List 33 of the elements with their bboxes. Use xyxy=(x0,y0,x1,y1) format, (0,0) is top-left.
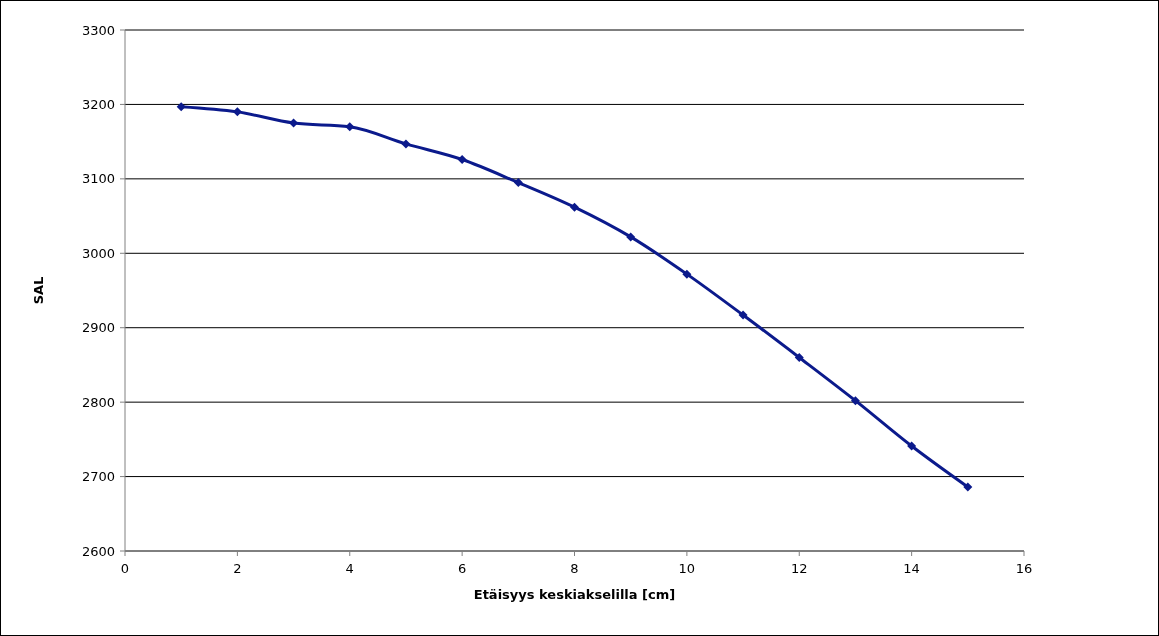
y-tick-label: 2800 xyxy=(81,394,115,410)
x-tick-label: 8 xyxy=(570,561,579,576)
point xyxy=(401,139,411,149)
point xyxy=(176,102,186,112)
point xyxy=(963,482,973,492)
y-tick-label: 3100 xyxy=(81,171,115,187)
y-tick-label: 3300 xyxy=(81,22,115,38)
x-axis-title: Etäisyys keskiakselilla [cm] xyxy=(473,587,676,602)
y-axis-title: SAL xyxy=(31,276,46,305)
point xyxy=(570,202,579,212)
point xyxy=(513,178,523,188)
x-tick-label: 0 xyxy=(120,561,130,576)
x-tick-label: 10 xyxy=(678,561,696,576)
point xyxy=(626,232,636,242)
point xyxy=(907,441,917,451)
x-tick-label: 2 xyxy=(233,561,242,576)
x-tick-label: 6 xyxy=(457,561,467,576)
y-tick-label: 3000 xyxy=(81,245,115,261)
point xyxy=(682,269,692,279)
y-tick-label: 2900 xyxy=(81,320,115,336)
y-tick-label: 2600 xyxy=(81,543,115,559)
point xyxy=(794,352,804,362)
x-tick-label: 16 xyxy=(1015,561,1033,576)
x-tick-label: 14 xyxy=(903,561,920,576)
point xyxy=(457,155,467,165)
x-tick-label: 12 xyxy=(790,561,808,576)
point xyxy=(850,396,860,406)
y-tick-label: 3200 xyxy=(81,96,115,112)
point xyxy=(232,107,242,117)
point xyxy=(345,122,355,132)
point xyxy=(738,310,748,320)
x-tick-label: 4 xyxy=(345,561,354,576)
y-tick-label: 2700 xyxy=(81,469,115,485)
